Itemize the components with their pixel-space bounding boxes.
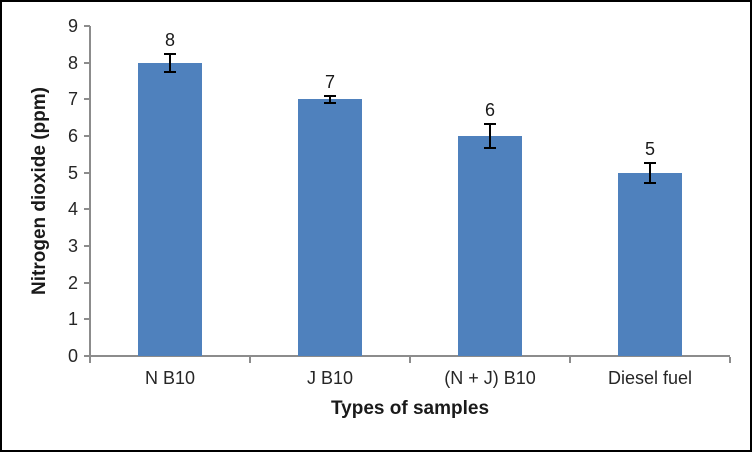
error-bar-cap-top [644,161,656,164]
bar-value-label: 8 [164,29,175,50]
bar [458,136,522,356]
y-axis-tick [84,208,90,211]
x-axis-line [84,355,730,357]
y-axis-tick [84,61,90,64]
x-category-label: Diesel fuel [607,368,693,388]
bar [618,172,682,356]
x-axis-tick [249,357,251,363]
x-axis-tick [409,357,411,363]
y-tick-label: 2 [67,272,78,293]
x-category-label: (N + J) B10 [444,368,536,388]
x-category-label: N B10 [144,368,196,388]
y-tick-label: 4 [67,199,78,220]
y-axis-title: Nitrogen dioxide (ppm) [29,87,50,295]
y-tick-label: 1 [67,309,78,330]
error-bar-cap-bottom [484,147,496,150]
y-axis-tick [84,171,90,174]
error-bar-cap-bottom [644,181,656,184]
y-axis-tick [84,245,90,247]
y-tick-label: 7 [67,89,78,110]
error-bar-cap-top [324,94,336,97]
x-axis-tick [569,357,571,363]
y-tick-label: 5 [67,162,78,183]
error-bar-line [649,162,651,183]
y-tick-label: 9 [67,16,78,36]
bar-value-label: 6 [484,99,495,120]
y-axis-tick [84,98,90,101]
x-axis-tick [729,357,731,363]
error-bar-cap-bottom [164,70,176,73]
x-axis-tick [89,357,91,363]
error-bar-cap-top [164,52,176,55]
bar-value-label: 5 [644,138,655,159]
y-tick-label: 3 [67,236,78,256]
error-bar-line [169,53,171,72]
y-axis-tick [84,135,90,137]
error-bar-cap-bottom [324,102,336,104]
error-bar-line [489,123,491,149]
error-bar-line [329,95,331,103]
bar [138,62,202,356]
x-category-label: J B10 [306,368,354,388]
bar [298,99,362,356]
y-tick-label: 0 [67,346,78,366]
error-bar-cap-top [484,122,496,125]
y-axis-line [89,26,91,356]
y-axis-tick [84,318,90,321]
y-axis-tick [84,281,90,284]
y-axis-tick [84,355,90,357]
y-tick-label: 8 [67,52,78,73]
x-axis-title: Types of samples [330,398,490,419]
y-tick-label: 6 [67,126,78,146]
bar-value-label: 7 [324,71,335,92]
y-axis-tick [84,25,90,27]
